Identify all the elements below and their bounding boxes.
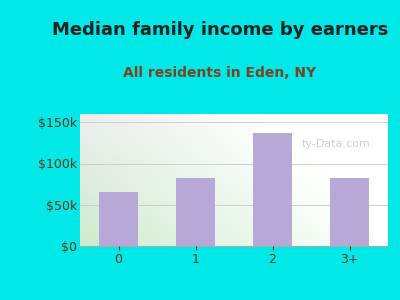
Bar	[176, 178, 215, 246]
Text: Median family income by earners: Median family income by earners	[52, 21, 388, 39]
Bar	[99, 192, 138, 246]
Bar	[253, 133, 292, 246]
Text: ty-Data.com: ty-Data.com	[302, 139, 370, 149]
Text: All residents in Eden, NY: All residents in Eden, NY	[124, 66, 316, 80]
Bar	[330, 178, 369, 246]
